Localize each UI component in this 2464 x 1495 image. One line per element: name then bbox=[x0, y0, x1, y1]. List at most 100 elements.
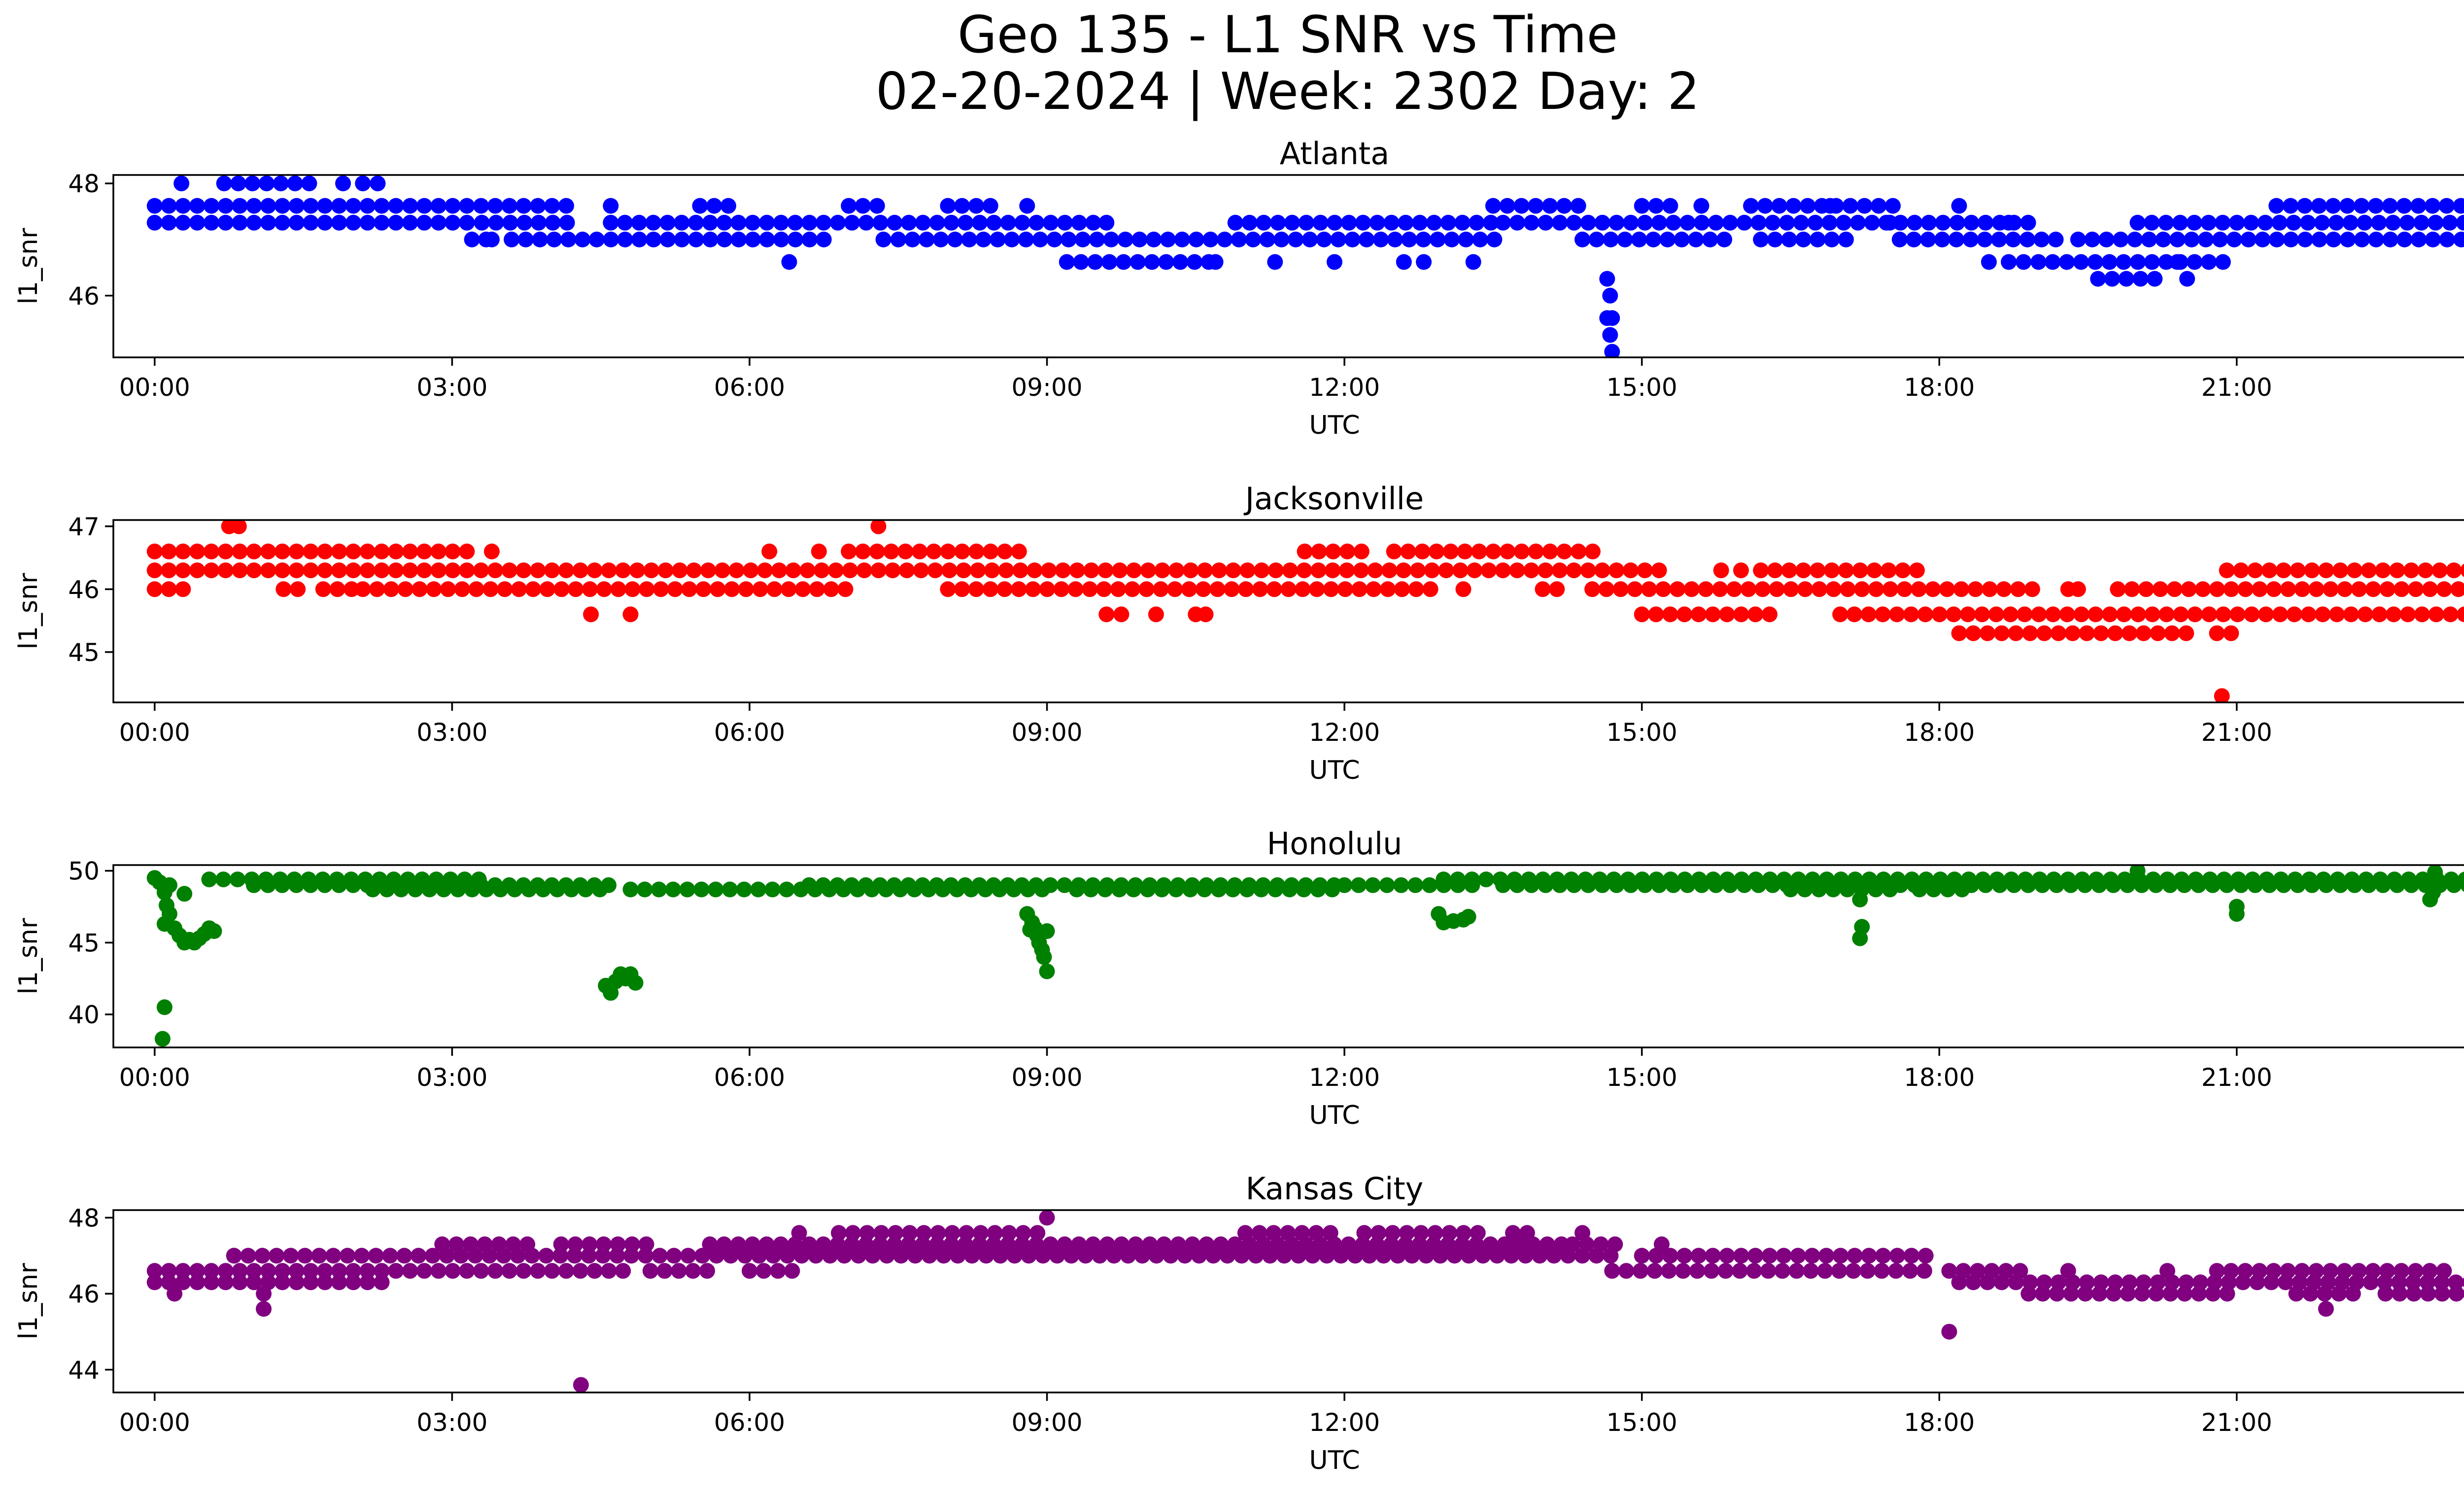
data-point bbox=[885, 562, 901, 579]
data-point bbox=[702, 1236, 718, 1252]
data-point bbox=[773, 1236, 789, 1252]
data-point bbox=[388, 198, 404, 214]
data-point bbox=[1387, 231, 1403, 247]
data-point bbox=[766, 581, 783, 597]
data-point bbox=[1202, 231, 1219, 247]
data-point bbox=[1284, 214, 1300, 231]
data-point bbox=[1375, 1248, 1392, 1264]
data-point bbox=[175, 1263, 191, 1279]
scatter-series bbox=[146, 1210, 2464, 1392]
data-point bbox=[1032, 231, 1048, 247]
data-point bbox=[667, 581, 683, 597]
x-tick-label: 09:00 bbox=[1011, 1408, 1082, 1437]
data-point bbox=[374, 562, 390, 579]
data-point bbox=[615, 562, 631, 579]
data-point bbox=[2385, 214, 2401, 231]
data-point bbox=[507, 881, 523, 898]
data-point bbox=[1996, 581, 2012, 597]
data-point bbox=[244, 175, 261, 192]
data-point bbox=[893, 1248, 909, 1264]
data-point bbox=[659, 214, 676, 231]
data-point bbox=[2286, 606, 2302, 623]
data-point bbox=[2317, 1286, 2333, 1302]
data-point bbox=[1765, 214, 1781, 231]
x-tick-label: 03:00 bbox=[416, 1063, 487, 1092]
data-point bbox=[815, 1236, 831, 1252]
data-point bbox=[2187, 606, 2203, 623]
data-point bbox=[1528, 198, 1544, 214]
data-point bbox=[603, 198, 619, 214]
data-point bbox=[1847, 1248, 1863, 1264]
data-point bbox=[1369, 1236, 1385, 1252]
data-point bbox=[1181, 581, 1197, 597]
data-point bbox=[1495, 214, 1511, 231]
data-point bbox=[737, 1248, 753, 1264]
data-point bbox=[1373, 231, 1389, 247]
data-point bbox=[1604, 310, 1620, 326]
data-point bbox=[246, 543, 262, 559]
data-point bbox=[331, 877, 347, 893]
data-point bbox=[1719, 606, 1735, 623]
data-point bbox=[1304, 1248, 1321, 1264]
data-point bbox=[875, 231, 891, 247]
data-point bbox=[1603, 1248, 1619, 1264]
data-point bbox=[1116, 254, 1131, 270]
data-point bbox=[525, 581, 541, 597]
data-point bbox=[940, 198, 956, 214]
data-point bbox=[1113, 1236, 1129, 1252]
data-point bbox=[1057, 1236, 1073, 1252]
data-point bbox=[1842, 198, 1858, 214]
data-point bbox=[2297, 231, 2313, 247]
data-point bbox=[1602, 327, 1618, 343]
data-point bbox=[2164, 625, 2180, 641]
data-point bbox=[1702, 231, 1718, 247]
data-point bbox=[2389, 562, 2405, 579]
data-point bbox=[2144, 606, 2160, 623]
data-point bbox=[575, 231, 591, 247]
data-point bbox=[709, 1248, 724, 1264]
data-point bbox=[1101, 254, 1118, 270]
data-point bbox=[964, 1248, 980, 1264]
data-point bbox=[1225, 562, 1241, 579]
data-point bbox=[759, 214, 775, 231]
data-point bbox=[821, 881, 837, 898]
data-point bbox=[1641, 581, 1657, 597]
data-point bbox=[445, 198, 461, 214]
data-point bbox=[2286, 214, 2302, 231]
data-point bbox=[1779, 214, 1795, 231]
y-tick-label: 46 bbox=[68, 282, 100, 311]
data-point bbox=[2354, 231, 2370, 247]
data-point bbox=[1832, 606, 1848, 623]
data-point bbox=[1646, 1263, 1663, 1279]
data-point bbox=[1552, 214, 1568, 231]
data-point bbox=[752, 581, 768, 597]
x-tick-label: 12:00 bbox=[1309, 718, 1380, 747]
data-point bbox=[679, 881, 695, 898]
data-point bbox=[2408, 581, 2424, 597]
data-point bbox=[1705, 606, 1721, 623]
x-tick-label: 00:00 bbox=[119, 373, 190, 402]
data-point bbox=[1012, 562, 1028, 579]
data-point bbox=[1207, 254, 1224, 270]
data-point bbox=[1302, 231, 1318, 247]
data-point bbox=[2019, 231, 2035, 247]
data-point bbox=[1736, 877, 1752, 893]
data-point bbox=[2453, 198, 2464, 214]
data-point bbox=[1974, 606, 1990, 623]
data-point bbox=[1126, 562, 1142, 579]
data-point bbox=[2130, 254, 2146, 270]
data-point bbox=[345, 1263, 361, 1279]
data-point bbox=[1570, 198, 1586, 214]
data-point bbox=[167, 1286, 183, 1302]
data-point bbox=[1269, 1236, 1286, 1252]
data-point bbox=[730, 1236, 747, 1252]
data-point bbox=[260, 877, 276, 893]
data-point bbox=[968, 581, 984, 597]
data-point bbox=[2237, 581, 2254, 597]
data-point bbox=[700, 562, 716, 579]
data-point bbox=[982, 581, 998, 597]
data-point bbox=[1882, 214, 1898, 231]
data-point bbox=[671, 1263, 687, 1279]
data-point bbox=[1485, 198, 1501, 214]
data-point bbox=[1556, 198, 1572, 214]
